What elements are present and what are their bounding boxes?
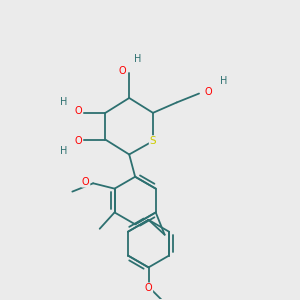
- Text: H: H: [134, 54, 141, 64]
- Text: H: H: [60, 97, 68, 106]
- Text: O: O: [75, 136, 82, 146]
- Text: H: H: [220, 76, 227, 86]
- Text: S: S: [150, 136, 156, 146]
- Text: O: O: [145, 283, 152, 293]
- Text: H: H: [60, 146, 68, 156]
- Text: O: O: [75, 106, 82, 116]
- Text: O: O: [119, 66, 127, 76]
- Text: O: O: [82, 177, 89, 187]
- Text: O: O: [204, 87, 212, 97]
